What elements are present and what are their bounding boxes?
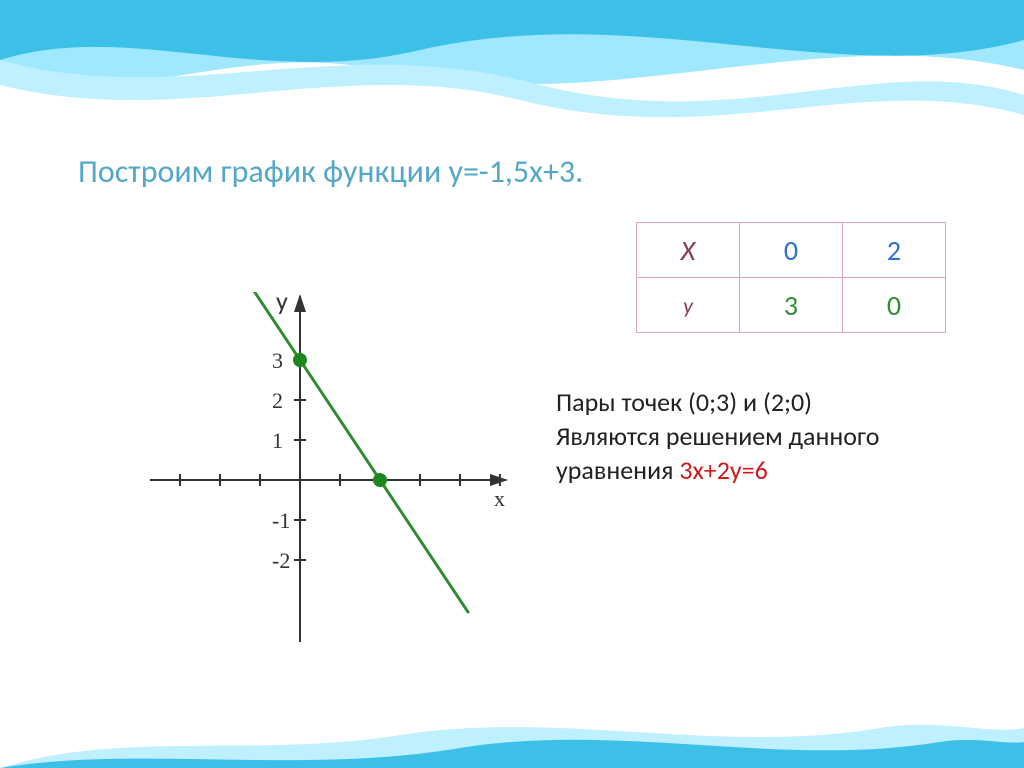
y-header: y (637, 278, 740, 333)
table-row: X 0 2 (637, 223, 946, 278)
table-row: y 3 0 (637, 278, 946, 333)
x-value-1: 0 (740, 223, 843, 278)
svg-text:-1: -1 (272, 508, 290, 533)
text-segment: и (737, 386, 763, 418)
slide-canvas: Построим график функции y=-1,5x+3. X 0 2… (0, 0, 1024, 768)
y-value-2: 0 (843, 278, 946, 333)
y-value-1: 3 (740, 278, 843, 333)
svg-text:x: x (494, 486, 505, 511)
function-graph: x y -2 -1 1 2 3 (150, 292, 510, 642)
xy-values-table: X 0 2 y 3 0 (636, 222, 946, 333)
svg-text:y: y (276, 292, 288, 317)
svg-text:1: 1 (272, 428, 283, 453)
slide-title: Построим график функции y=-1,5x+3. (78, 152, 583, 191)
equation-text: 3x+2y=6 (679, 454, 767, 486)
svg-text:-2: -2 (272, 548, 290, 573)
point-pair-1: (0;3) (688, 386, 737, 418)
point-pair-2: (2;0) (763, 386, 812, 418)
svg-text:2: 2 (272, 388, 283, 413)
explanation-text: Пары точек (0;3) и (2;0) Являются решени… (556, 386, 976, 487)
svg-text:3: 3 (272, 348, 283, 373)
x-header: X (637, 223, 740, 278)
text-segment: Пары точек (556, 386, 688, 418)
x-value-2: 2 (843, 223, 946, 278)
